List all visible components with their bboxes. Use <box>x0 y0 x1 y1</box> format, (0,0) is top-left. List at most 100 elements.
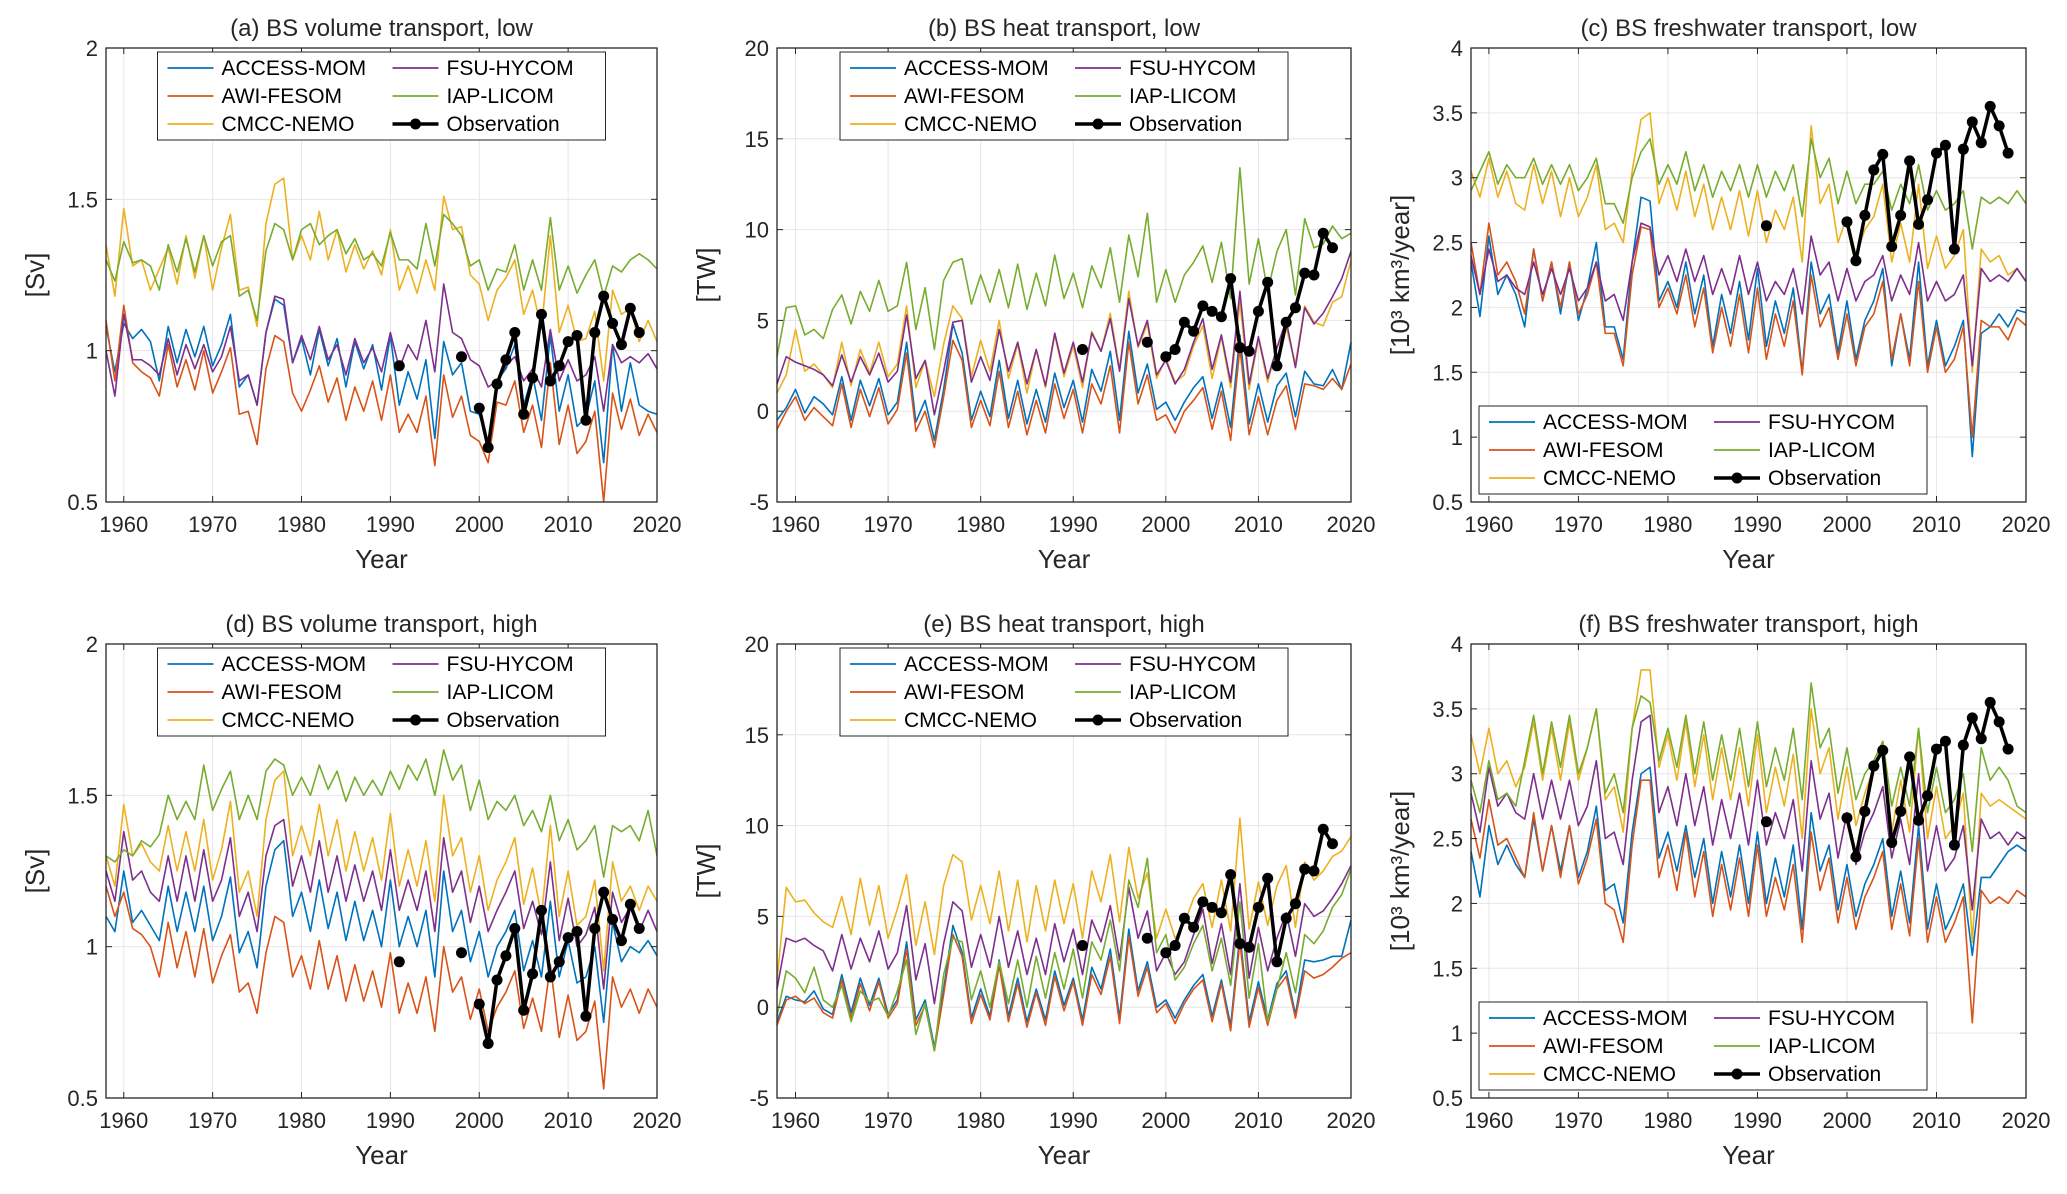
observation-point <box>1930 743 1942 755</box>
panel-c: 1960 1970 1980 1990 2000 2010 2020 0.5 1 1.5 2 2.5 3… <box>1385 15 2050 574</box>
x-tick-label: 2010 <box>1912 512 1961 537</box>
legend-label: FSU-HYCOM <box>447 653 574 676</box>
observation-point <box>1913 814 1925 826</box>
observation-point <box>553 360 565 372</box>
series-line-cmcc-nemo <box>1470 112 2027 374</box>
legend-item-awi-fesom: AWI-FESOM <box>850 85 1025 108</box>
legend-label: IAP-LICOM <box>1768 439 1875 462</box>
observation-point <box>1904 751 1916 763</box>
legend-label: ACCESS-MOM <box>222 653 367 676</box>
legend-item-fsu-hycom: FSU-HYCOM <box>1714 1007 1895 1030</box>
observation-point <box>518 1004 530 1016</box>
series-line-cmcc-nemo <box>105 177 658 382</box>
observation-point <box>1859 209 1871 221</box>
legend-label: FSU-HYCOM <box>1129 57 1256 80</box>
observation-point <box>544 971 556 983</box>
y-tick-label: 1.5 <box>1432 956 1463 981</box>
series-line-awi-fesom <box>1470 222 2027 438</box>
legend-item-iap-licom: IAP-LICOM <box>1075 85 1236 108</box>
observation-point <box>624 898 636 910</box>
chart-title: (c) BS freshwater transport, low <box>1580 15 1917 42</box>
legend-label: CMCC-NEMO <box>904 113 1037 136</box>
y-axis-label: [TW] <box>691 248 721 303</box>
legend-marker <box>1731 1068 1743 1080</box>
series-line-cmcc-nemo <box>776 817 1352 981</box>
observation-point <box>455 947 467 959</box>
legend-item-access-mom: ACCESS-MOM <box>167 57 366 80</box>
observation-point <box>1188 325 1200 337</box>
observation-point <box>562 336 574 348</box>
series-line-cmcc-nemo <box>105 770 658 972</box>
y-tick-label: 2 <box>1451 891 1463 916</box>
observation-point <box>1215 311 1227 323</box>
y-tick-label: 2 <box>86 632 98 657</box>
y-tick-label: -5 <box>749 490 769 515</box>
x-tick-label: 1960 <box>1464 512 1513 537</box>
legend-item-fsu-hycom: FSU-HYCOM <box>1075 57 1256 80</box>
legend-item-iap-licom: IAP-LICOM <box>392 85 554 108</box>
x-tick-label: 1990 <box>366 512 415 537</box>
observation-point <box>1234 342 1246 354</box>
observation-point <box>1141 932 1153 944</box>
x-tick-label: 1970 <box>188 1108 237 1133</box>
observation-point <box>1966 712 1978 724</box>
observation-point <box>1975 733 1987 745</box>
x-tick-label: 1990 <box>1733 512 1782 537</box>
observation-point <box>1252 901 1264 913</box>
y-axis-label: [10³ km³/year] <box>1385 195 1415 355</box>
legend-item-awi-fesom: AWI-FESOM <box>1489 1035 1664 1058</box>
legend-item-awi-fesom: AWI-FESOM <box>167 85 342 108</box>
axes-frame <box>105 643 658 1099</box>
y-tick-label: 3 <box>1451 762 1463 787</box>
observation-point <box>615 339 627 351</box>
y-axis-label: [TW] <box>691 844 721 899</box>
legend-box <box>1478 1001 1928 1091</box>
observation-point <box>1841 812 1853 824</box>
x-tick-label: 1990 <box>366 1108 415 1133</box>
legend-item-observation: Observation <box>1714 467 1881 490</box>
legend-label: FSU-HYCOM <box>1768 1007 1895 1030</box>
observation-point <box>1948 243 1960 255</box>
y-tick-label: 4 <box>1451 36 1463 61</box>
series-line-access-mom <box>105 839 658 1024</box>
y-tick-label: 1.5 <box>67 783 98 808</box>
series-line-iap-licom <box>1470 138 2027 250</box>
legend-marker <box>410 118 421 130</box>
x-tick-label: 2020 <box>1327 1108 1376 1133</box>
legend-item-access-mom: ACCESS-MOM <box>850 653 1049 676</box>
observation-point <box>1169 343 1181 355</box>
y-axis-label: [Sv] <box>20 849 50 894</box>
legend-marker <box>410 714 421 726</box>
y-tick-label: 2.5 <box>1432 231 1463 256</box>
observation-point <box>607 913 619 925</box>
axes-frame <box>1470 643 2027 1099</box>
y-tick-label: 0.5 <box>67 490 98 515</box>
x-tick-label: 1980 <box>277 512 326 537</box>
observation-point <box>1225 273 1237 285</box>
y-tick-label: 3 <box>1451 166 1463 191</box>
y-tick-label: 0.5 <box>1432 1086 1463 1111</box>
observation-point <box>1206 305 1218 317</box>
series-line-access-mom <box>1470 196 2027 458</box>
observation-point <box>589 923 601 935</box>
legend-label: AWI-FESOM <box>904 681 1025 704</box>
x-tick-label: 2000 <box>455 1108 504 1133</box>
y-tick-label: 20 <box>745 36 769 61</box>
x-tick-label: 1980 <box>956 1108 1005 1133</box>
observation-point <box>1877 148 1889 160</box>
x-tick-label: 1970 <box>864 512 913 537</box>
series-line-awi-fesom <box>776 339 1352 449</box>
y-tick-label: -5 <box>749 1086 769 1111</box>
legend-item-cmcc-nemo: CMCC-NEMO <box>167 113 354 136</box>
y-tick-label: 2 <box>1451 295 1463 320</box>
legend-label: CMCC-NEMO <box>222 709 355 732</box>
observation-point <box>553 956 565 968</box>
legend-marker <box>1731 472 1743 484</box>
legend-item-fsu-hycom: FSU-HYCOM <box>1075 653 1256 676</box>
observation-point <box>624 302 636 314</box>
legend-label: FSU-HYCOM <box>447 57 574 80</box>
observation-point <box>1160 351 1172 363</box>
legend-item-observation: Observation <box>1075 709 1242 732</box>
legend-item-iap-licom: IAP-LICOM <box>392 681 554 704</box>
